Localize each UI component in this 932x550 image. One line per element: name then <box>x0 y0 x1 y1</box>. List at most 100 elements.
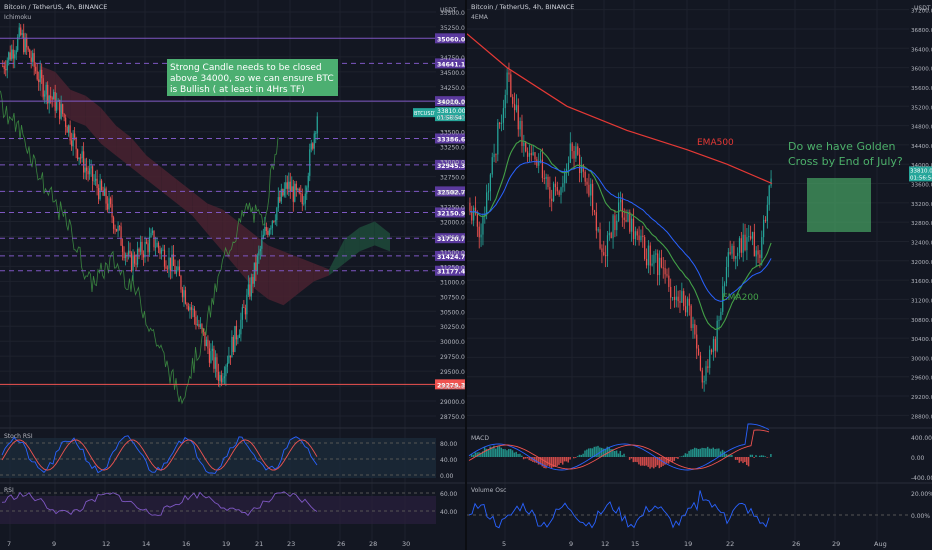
left-candle <box>249 284 251 297</box>
left-candle <box>241 307 243 320</box>
macd-histogram-bar <box>543 457 545 469</box>
macd-histogram-bar <box>470 454 473 457</box>
left-candle <box>181 289 184 298</box>
macd-histogram-bar <box>506 450 508 457</box>
left-candle <box>220 375 223 383</box>
left-candle <box>198 324 200 327</box>
right-candle <box>731 245 733 254</box>
right-candle <box>712 339 715 353</box>
macd-histogram-bar <box>545 457 547 469</box>
left-candle <box>159 248 161 254</box>
price-tick: 32400.00 <box>911 240 932 246</box>
left-candle <box>243 307 245 308</box>
left-candle <box>309 149 311 176</box>
macd-histogram-bar <box>651 457 653 468</box>
right-candle <box>744 234 746 251</box>
right-candle <box>753 231 755 257</box>
right-candle <box>636 231 638 236</box>
right-candle <box>575 146 577 159</box>
right-candle <box>590 184 592 196</box>
stoch-band <box>0 438 436 478</box>
macd-histogram-bar <box>710 448 713 457</box>
left-candle <box>24 37 26 53</box>
left-candle <box>109 198 112 205</box>
left-candle <box>74 133 76 138</box>
price-tick: 31000.00 <box>440 279 466 286</box>
left-candle <box>208 348 211 363</box>
macd-histogram-bar <box>615 450 618 457</box>
right-chart[interactable]: EMA500 EMA200 Do we have Golden Cross by En… <box>467 0 932 550</box>
right-candle <box>508 72 510 75</box>
date-tick: 12 <box>601 540 609 548</box>
left-candle <box>30 57 32 62</box>
left-candle <box>92 166 94 181</box>
macd-histogram-bar <box>513 452 516 457</box>
macd-histogram-bar <box>703 448 705 457</box>
right-candle <box>487 191 490 193</box>
macd-histogram-bar <box>530 457 532 461</box>
right-candle <box>660 257 662 268</box>
right-candle <box>471 211 473 221</box>
macd-histogram-bar <box>600 447 603 457</box>
right-candle <box>534 152 536 160</box>
left-candle <box>53 92 55 100</box>
ichimoku-cloud <box>298 257 314 294</box>
left-candle <box>162 249 164 251</box>
price-tick: 34000.00 <box>911 163 932 169</box>
price-tick: 31250.00 <box>440 264 466 271</box>
price-tick: 29250.00 <box>440 384 466 391</box>
right-candle <box>701 370 703 383</box>
left-candle <box>211 348 214 352</box>
macd-histogram-bar <box>723 451 726 457</box>
left-candle <box>6 60 8 71</box>
price-tick: 29200.00 <box>911 395 932 401</box>
left-candle <box>105 188 107 204</box>
macd-histogram-bar <box>682 455 685 457</box>
price-tick: 28800.00 <box>911 414 932 420</box>
price-tick: 32250.00 <box>440 205 466 212</box>
right-candle <box>722 286 724 312</box>
macd-histogram-bar <box>610 449 612 457</box>
left-candle <box>156 242 158 247</box>
right-candle <box>755 250 757 257</box>
right-candle <box>759 254 761 258</box>
left-candle <box>168 257 170 269</box>
macd-histogram-bar <box>496 446 499 457</box>
macd-histogram-bar <box>634 457 636 462</box>
macd-histogram-bar <box>640 457 642 466</box>
macd-histogram-bar <box>593 446 596 457</box>
left-candle <box>62 104 64 114</box>
price-level-tag <box>435 379 465 390</box>
right-candle <box>536 159 538 166</box>
left-candle <box>142 254 145 258</box>
macd-histogram-bar <box>604 448 607 457</box>
macd-histogram-bar <box>563 457 566 462</box>
left-candle <box>190 307 193 310</box>
date-tick: Aug <box>874 540 887 548</box>
right-candle <box>469 202 471 212</box>
ichimoku-cloud <box>55 71 71 120</box>
macd-histogram-bar <box>554 457 556 467</box>
left-candle <box>130 253 133 272</box>
panel-divider[interactable] <box>465 0 467 550</box>
left-candle <box>129 250 131 254</box>
last-price-label: 33810.00 <box>910 168 932 174</box>
right-candle <box>512 96 514 104</box>
left-candle <box>83 151 85 173</box>
right-candle <box>515 105 518 111</box>
macd-histogram-bar <box>517 453 519 457</box>
macd-histogram-bar <box>673 457 675 461</box>
left-candle <box>262 234 264 240</box>
left-candle <box>102 189 104 196</box>
ichimoku-cloud <box>70 89 86 126</box>
left-candle <box>289 181 291 192</box>
left-candle <box>286 182 288 189</box>
rsi-band <box>0 496 436 524</box>
price-level-tag <box>435 250 465 261</box>
right-candle <box>610 232 612 239</box>
macd-histogram-bar <box>677 457 679 459</box>
right-candle <box>489 174 491 192</box>
left-chart[interactable]: 35060.06 34641.13 34010.07 33386.66 32945.38… <box>0 0 466 550</box>
left-candle <box>71 140 73 147</box>
right-candle <box>696 334 698 349</box>
